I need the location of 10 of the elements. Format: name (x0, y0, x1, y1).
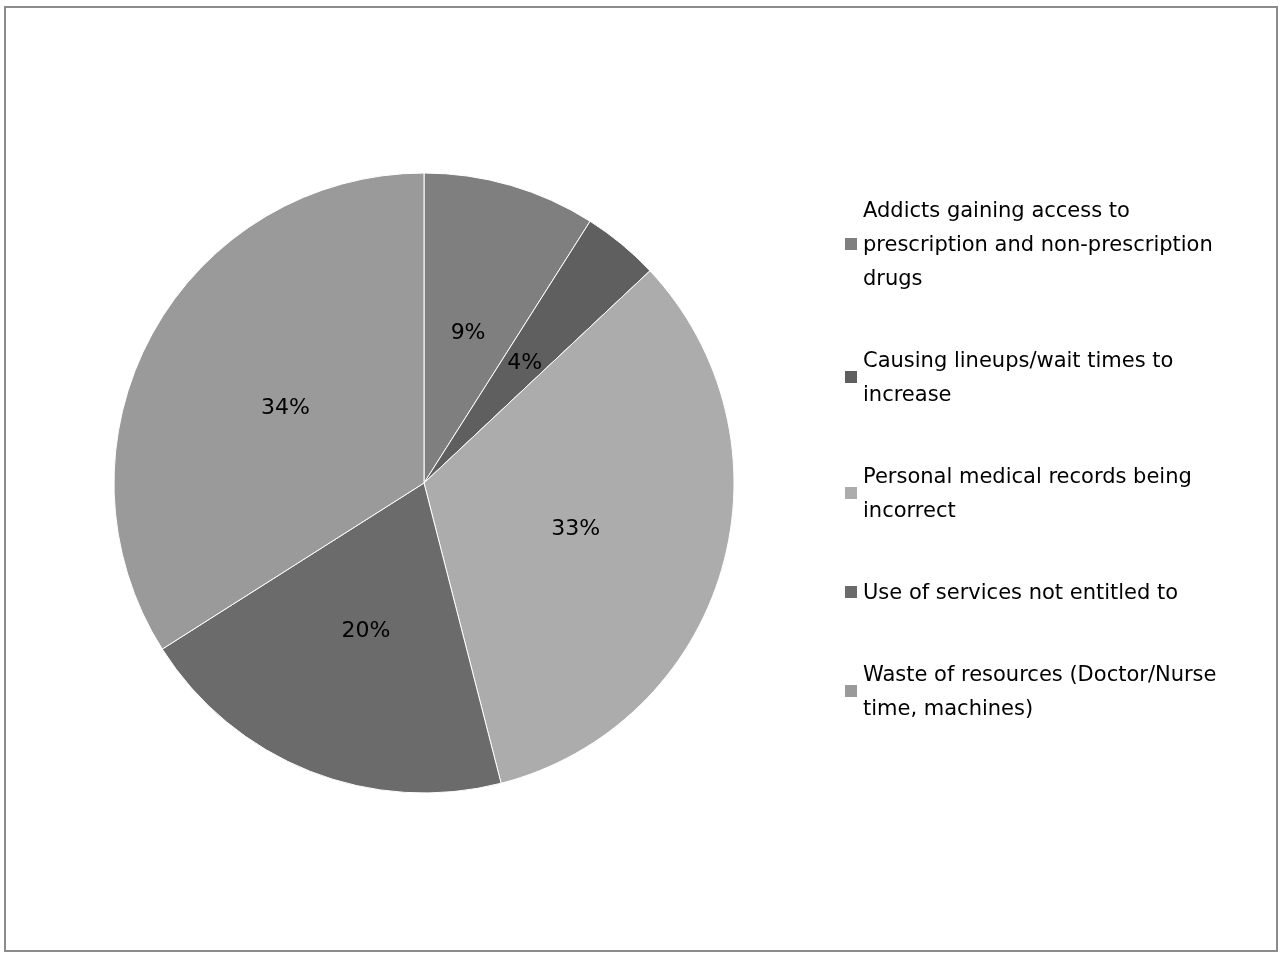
legend-label: Personal medical records being incorrect (863, 464, 1199, 522)
data-label: 4% (507, 348, 543, 374)
legend-label: Causing lineups/wait times to increase (863, 348, 1181, 406)
data-label: 9% (450, 318, 486, 344)
data-label: 34% (261, 394, 310, 420)
data-label: 20% (341, 617, 391, 643)
legend-label: Waste of resources (Doctor/Nurse time, machines) (863, 662, 1224, 720)
data-label: 33% (551, 514, 601, 540)
legend-label: Use of services not entitled to (863, 580, 1179, 604)
legend-label: Addicts gaining access to prescription and non-prescription drugs (863, 198, 1220, 290)
